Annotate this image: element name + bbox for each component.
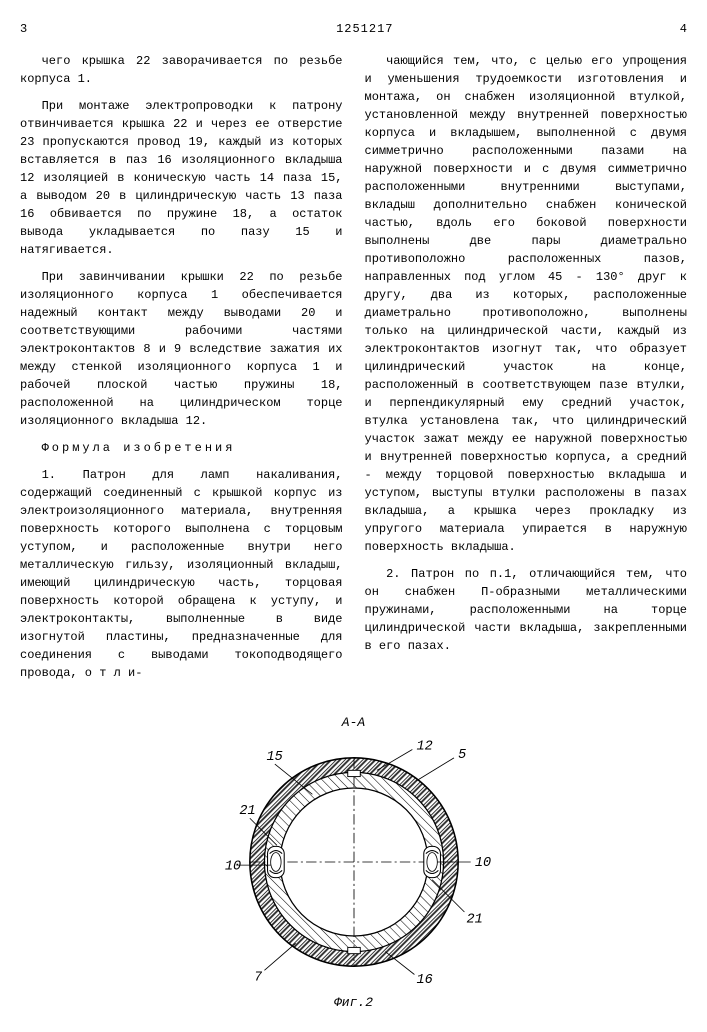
paragraph: 1. Патрон для ламп накаливания, содержащ… — [20, 466, 343, 682]
callout-12: 12 — [416, 739, 432, 754]
left-column: чего крышка 22 заворачивается по резьбе … — [20, 52, 343, 691]
left-contact-detail — [267, 846, 284, 877]
paragraph: чающийся тем, что, с целью его упрощения… — [365, 52, 688, 556]
callout-15: 15 — [266, 749, 282, 764]
callout-21r: 21 — [466, 912, 482, 927]
figure-svg: 15 21 10 7 12 5 10 21 16 — [204, 737, 504, 987]
paragraph: При завинчивании крышки 22 по резьбе изо… — [20, 268, 343, 430]
paragraph: При монтаже электропроводки к патрону от… — [20, 97, 343, 259]
document-number: 1251217 — [314, 20, 394, 38]
paragraph: чего крышка 22 заворачивается по резьбе … — [20, 52, 343, 88]
callout-7: 7 — [254, 970, 263, 985]
callout-5: 5 — [458, 747, 466, 762]
paragraph: 2. Патрон по п.1, отличающийся тем, что … — [365, 565, 688, 655]
callout-10: 10 — [224, 859, 240, 874]
formula-title: Формула изобретения — [20, 439, 343, 457]
text-columns: чего крышка 22 заворачивается по резьбе … — [20, 52, 687, 691]
right-column: чающийся тем, что, с целью его упрощения… — [365, 52, 688, 691]
callout-21: 21 — [239, 804, 255, 819]
figure-section-label: А-А — [20, 713, 687, 733]
page-number-right: 4 — [680, 20, 687, 38]
callout-10r: 10 — [474, 856, 490, 871]
figure: А-А — [20, 713, 687, 1012]
page-number-left: 3 — [20, 20, 27, 38]
page-header: 3 1251217 4 — [20, 20, 687, 38]
figure-caption: Фиг.2 — [20, 993, 687, 1013]
callout-16: 16 — [416, 972, 432, 986]
